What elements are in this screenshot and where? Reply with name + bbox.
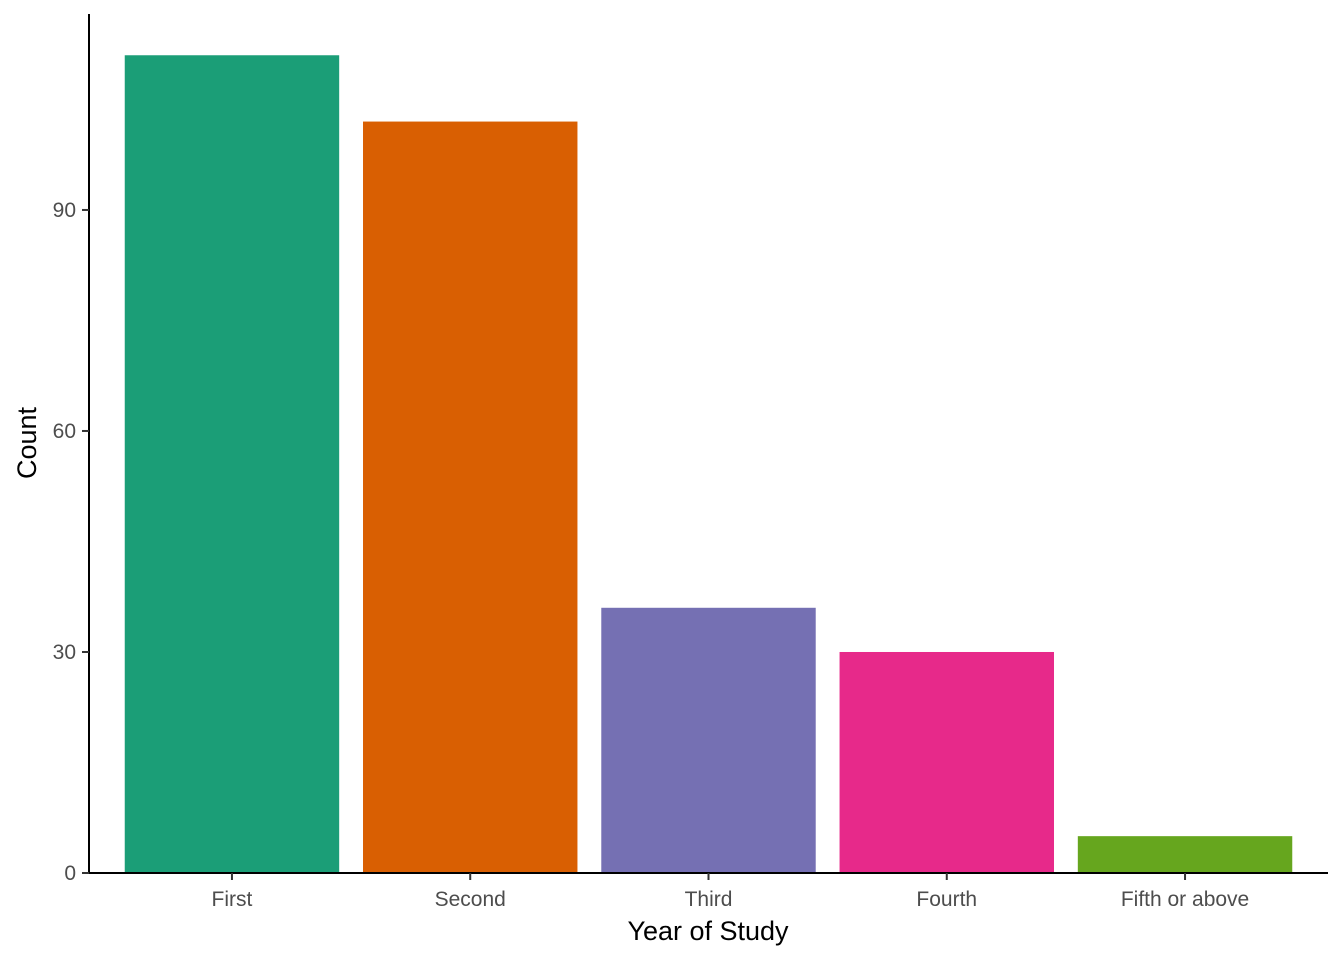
bar-first <box>124 55 340 874</box>
y-tick-label: 0 <box>64 862 76 885</box>
x-tick-label: Second <box>435 888 506 911</box>
y-tick-label: 30 <box>53 641 76 664</box>
bar-second <box>363 121 578 873</box>
bar-fifth-or-above <box>1077 836 1293 873</box>
x-tick-label: First <box>212 888 253 911</box>
bar-third <box>601 607 816 873</box>
bars-group <box>124 55 1293 874</box>
x-tick-label: Third <box>685 888 733 911</box>
y-tick-label: 90 <box>53 199 76 222</box>
y-tick-label: 60 <box>53 420 76 443</box>
y-axis: 0 30 60 90 <box>53 14 90 885</box>
x-axis: First Second Third Fourth Fifth or above <box>89 872 1328 911</box>
y-axis-title: Count <box>12 406 42 479</box>
x-axis-title: Year of Study <box>627 916 789 946</box>
x-tick-label: Fifth or above <box>1121 888 1249 911</box>
x-tick-label: Fourth <box>916 888 977 911</box>
bar-fourth <box>839 651 1054 873</box>
